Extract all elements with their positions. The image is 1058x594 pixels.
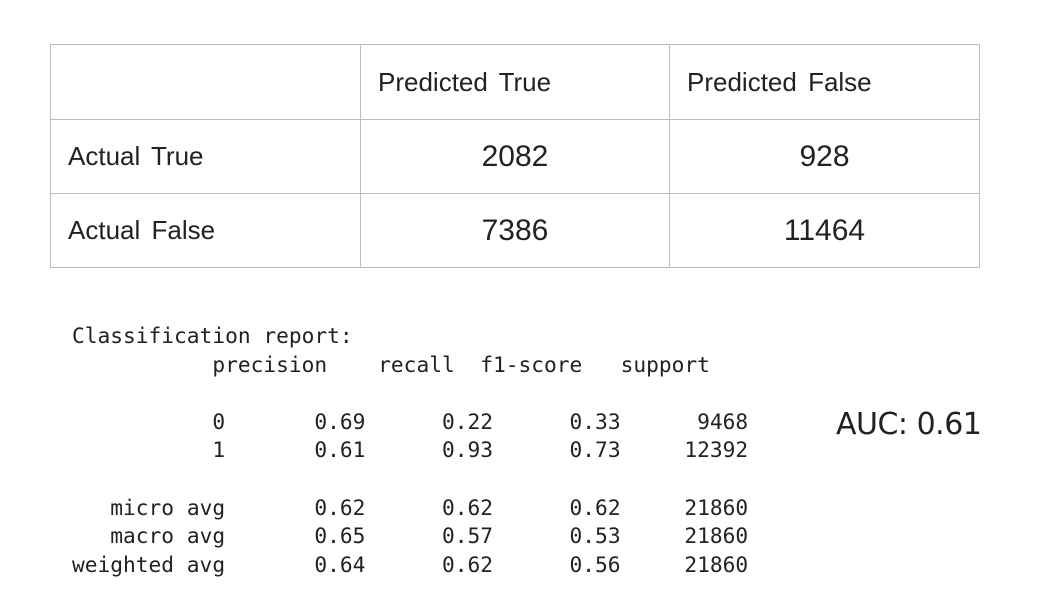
report-precision: 0.65	[314, 523, 366, 549]
spacer	[493, 437, 570, 462]
report-row-label: macro avg	[110, 523, 226, 549]
row-label-actual-false: Actual False	[50, 193, 361, 268]
report-support: 21860	[684, 494, 749, 520]
cell-false-negative: 928	[669, 119, 980, 194]
report-support: 9468	[697, 408, 749, 434]
report-row-label: 1	[212, 437, 226, 463]
spacer	[225, 495, 314, 520]
spacer	[327, 352, 378, 377]
spacer	[365, 523, 442, 548]
table-header-row: Predicted True Predicted False	[50, 44, 980, 120]
spacer	[365, 552, 442, 577]
classification-report: Classification report: precision recall …	[72, 322, 748, 579]
spacer	[225, 523, 314, 548]
header-precision: precision	[212, 351, 328, 377]
report-recall: 0.93	[441, 437, 493, 463]
spacer	[365, 409, 442, 434]
header-f1-score: f1-score	[480, 351, 583, 377]
table-row: Actual False 7386 11464	[50, 193, 980, 268]
spacer	[72, 437, 212, 462]
report-precision: 0.69	[314, 408, 366, 434]
spacer	[621, 495, 685, 520]
auc-label: AUC: 0.61	[836, 407, 982, 442]
cell-true-positive: 2082	[360, 119, 670, 194]
spacer	[493, 409, 570, 434]
spacer	[365, 437, 442, 462]
header-recall: recall	[378, 351, 455, 377]
spacer	[365, 495, 442, 520]
spacer	[72, 523, 110, 548]
report-recall: 0.62	[441, 494, 493, 520]
header-support: support	[620, 351, 710, 377]
report-support: 21860	[684, 523, 749, 549]
spacer	[455, 352, 481, 377]
corner-cell	[50, 44, 361, 120]
spacer	[225, 409, 314, 434]
report-f1: 0.62	[569, 494, 621, 520]
confusion-matrix-table: Predicted True Predicted False Actual Tr…	[50, 44, 980, 268]
report-f1: 0.33	[569, 408, 621, 434]
report-precision: 0.62	[314, 494, 366, 520]
report-support: 12392	[684, 437, 749, 463]
column-header-predicted-true: Predicted True	[360, 44, 670, 120]
report-recall: 0.22	[441, 408, 493, 434]
cell-true-negative: 11464	[669, 193, 980, 268]
report-f1: 0.73	[569, 437, 621, 463]
report-f1: 0.53	[569, 523, 621, 549]
report-support: 21860	[684, 551, 749, 577]
column-header-predicted-false: Predicted False	[669, 44, 980, 120]
spacer	[621, 437, 685, 462]
table-row: Actual True 2082 928	[50, 119, 980, 194]
report-row-label: 0	[212, 408, 226, 434]
spacer	[493, 523, 570, 548]
report-recall: 0.62	[441, 551, 493, 577]
row-label-actual-true: Actual True	[50, 119, 361, 194]
report-row-label: micro avg	[110, 494, 226, 520]
report-row-label: weighted avg	[72, 551, 226, 577]
report-title: Classification report:	[72, 323, 353, 348]
spacer	[493, 495, 570, 520]
spacer	[72, 495, 110, 520]
spacer	[621, 523, 685, 548]
report-precision: 0.64	[314, 551, 366, 577]
report-precision: 0.61	[314, 437, 366, 463]
spacer	[621, 409, 698, 434]
spacer	[582, 352, 620, 377]
spacer	[72, 409, 212, 434]
report-recall: 0.57	[441, 523, 493, 549]
cell-false-positive: 7386	[360, 193, 670, 268]
spacer	[225, 437, 314, 462]
spacer	[225, 552, 314, 577]
spacer	[493, 552, 570, 577]
report-f1: 0.56	[569, 551, 621, 577]
spacer	[621, 552, 685, 577]
report-header-gap	[72, 352, 212, 377]
